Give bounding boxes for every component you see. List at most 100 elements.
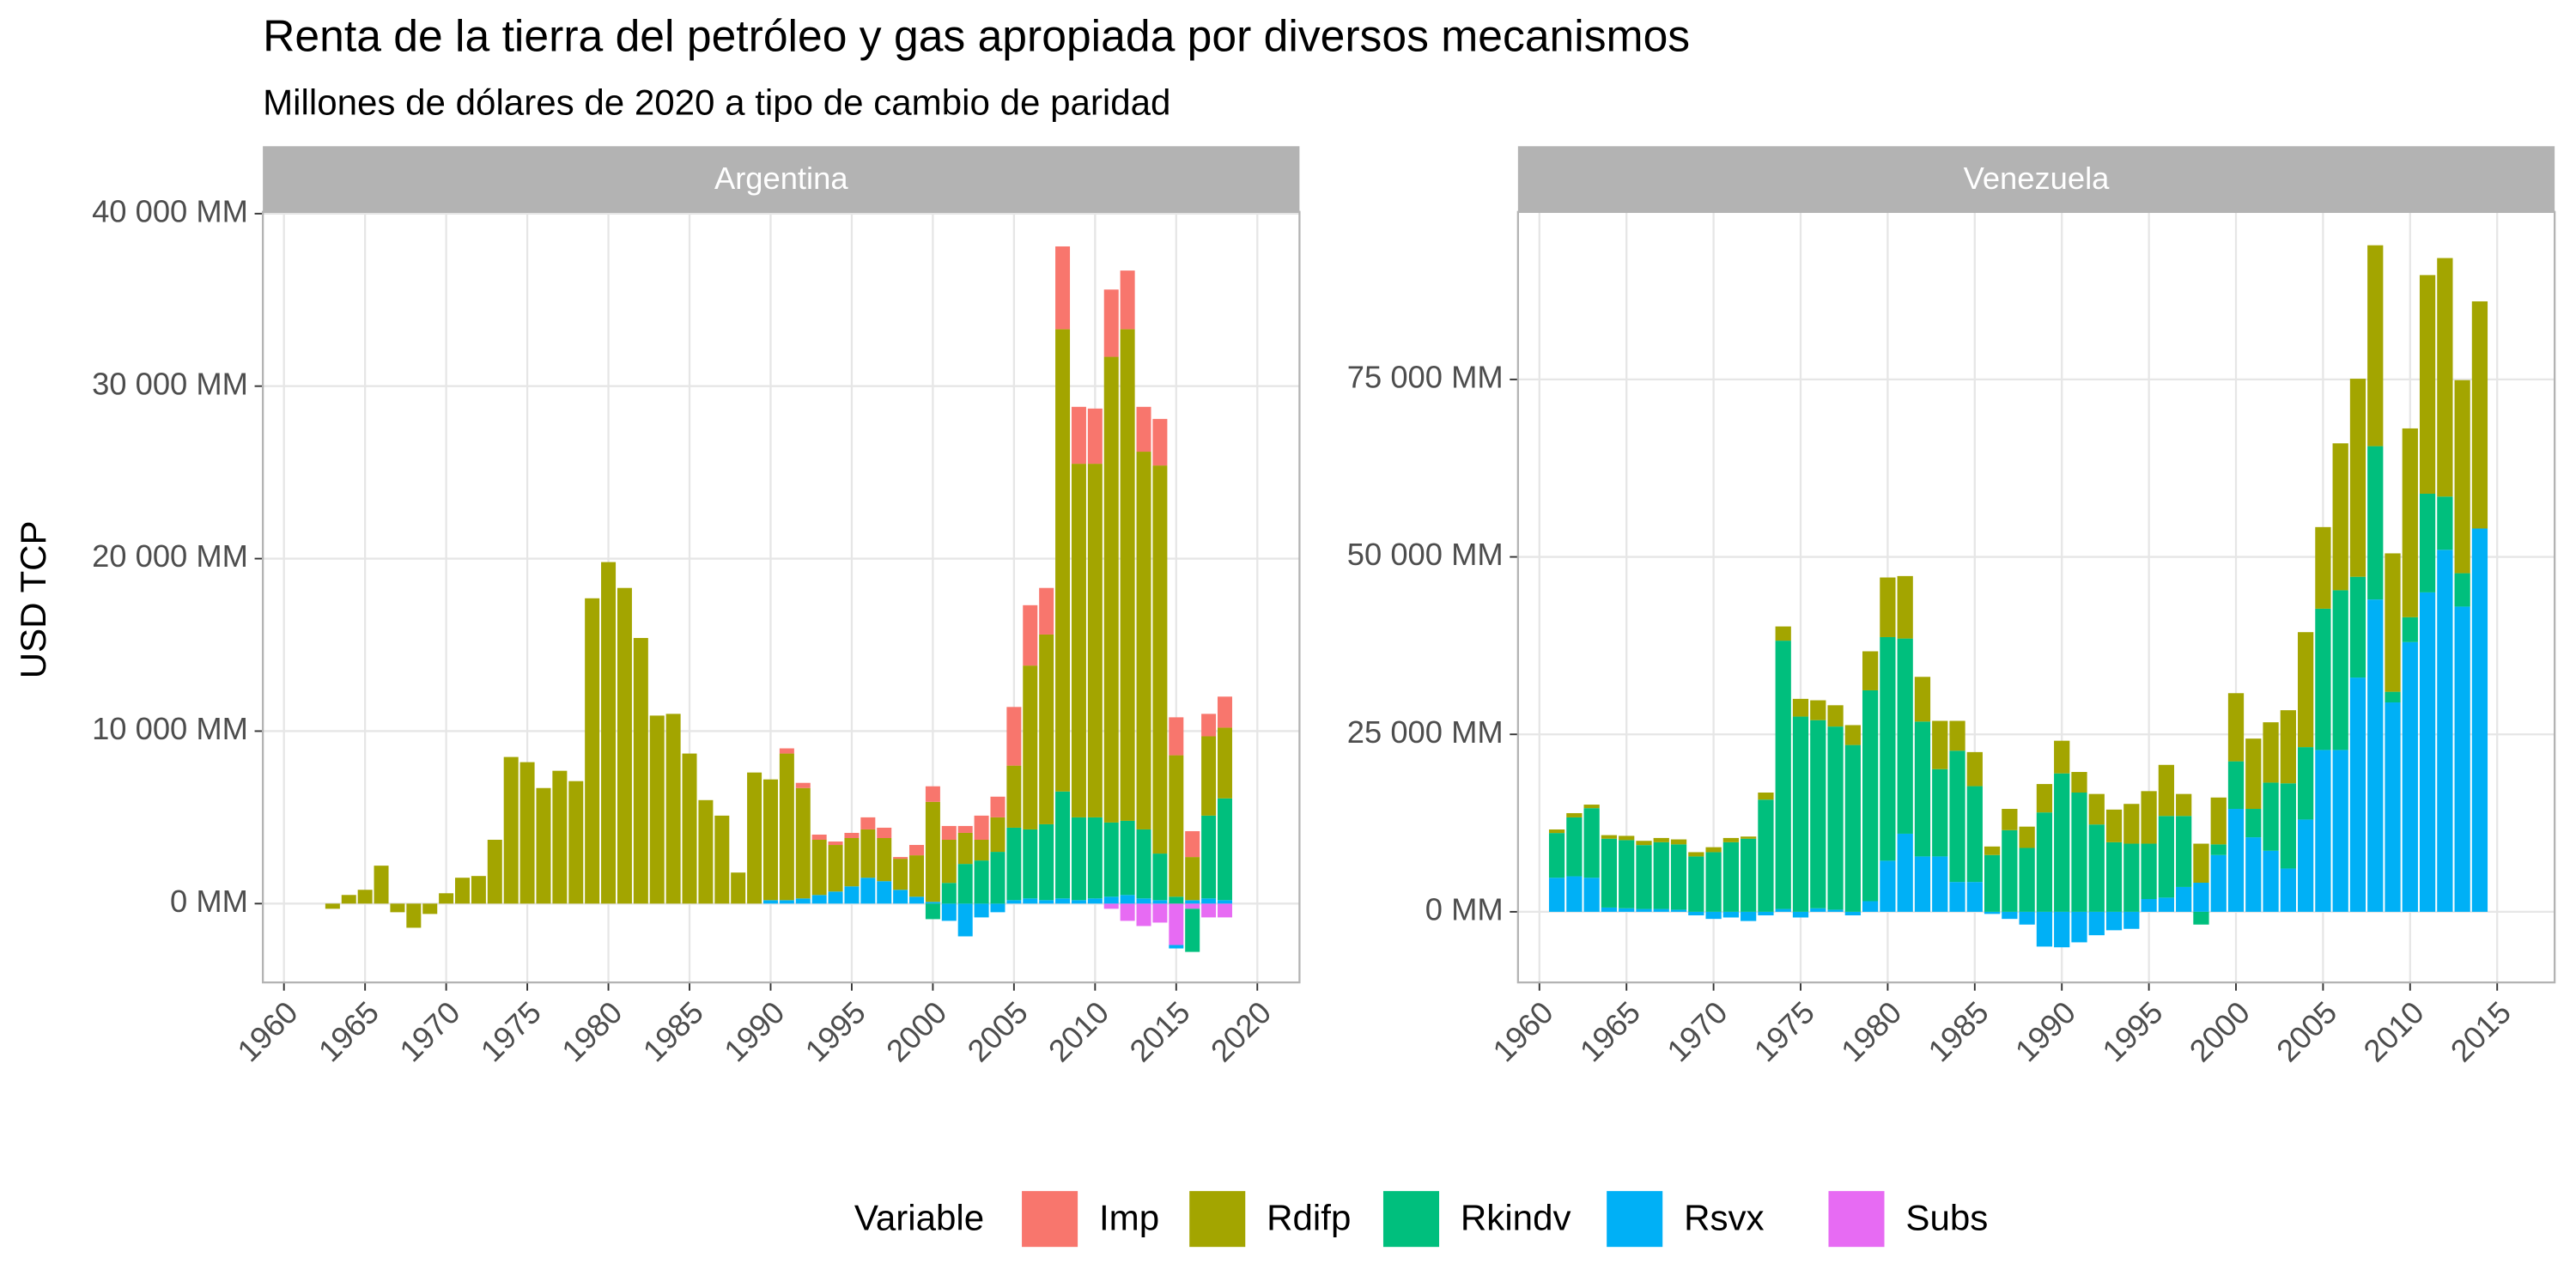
- bar-segment: [1055, 246, 1071, 330]
- bar-segment: [2158, 816, 2175, 898]
- bar-segment: [2280, 710, 2296, 784]
- bar-segment: [1722, 841, 1740, 912]
- bar-segment: [909, 855, 925, 897]
- bar-segment: [2176, 793, 2192, 817]
- bar-segment: [2471, 528, 2488, 912]
- bar-segment: [1103, 903, 1119, 909]
- bar-segment: [1722, 911, 1740, 918]
- bar-segment: [2141, 843, 2157, 900]
- bar-segment: [2158, 897, 2175, 912]
- bar-segment: [974, 815, 989, 841]
- bar-segment: [2088, 793, 2105, 825]
- bar-segment: [2141, 899, 2157, 912]
- bar-segment: [2245, 837, 2262, 912]
- legend-swatch: [1828, 1191, 1885, 1248]
- bar-segment: [1880, 860, 1896, 912]
- bar-segment: [585, 598, 600, 904]
- bar-segment: [1758, 799, 1774, 912]
- bar-segment: [909, 845, 925, 856]
- bar-segment: [2054, 773, 2070, 912]
- y-axis-label: USD TCP: [13, 520, 53, 678]
- facet-strip: [263, 146, 1300, 212]
- bar-segment: [1880, 577, 1896, 637]
- bar-segment: [536, 787, 551, 904]
- bar-segment: [2002, 911, 2018, 920]
- bar-segment: [2263, 850, 2279, 912]
- bar-segment: [1006, 707, 1022, 766]
- bar-segment: [941, 883, 957, 904]
- bar-segment: [2158, 764, 2175, 817]
- facet-label: Argentina: [714, 161, 848, 196]
- bar-segment: [2123, 804, 2140, 844]
- bar-segment: [1636, 841, 1652, 846]
- bar-segment: [1810, 700, 1826, 720]
- bar-segment: [974, 903, 989, 918]
- bar-segment: [1583, 805, 1600, 809]
- bar-segment: [2071, 793, 2087, 912]
- y-tick-label: 50 000 MM: [1347, 537, 1504, 572]
- bar-segment: [1120, 903, 1135, 921]
- bar-segment: [957, 832, 973, 865]
- bar-segment: [2123, 843, 2140, 912]
- bar-segment: [1949, 882, 1965, 912]
- bar-segment: [2123, 911, 2140, 929]
- bar-segment: [1984, 846, 2001, 855]
- bar-segment: [1810, 720, 1826, 908]
- bar-segment: [1039, 900, 1054, 904]
- bar-segment: [957, 864, 973, 904]
- bar-segment: [2315, 526, 2331, 609]
- legend-swatch: [1382, 1191, 1440, 1248]
- bar-segment: [779, 753, 794, 901]
- bar-segment: [1862, 651, 1879, 690]
- bar-segment: [2437, 550, 2453, 912]
- bar-segment: [2402, 641, 2418, 912]
- bar-segment: [860, 878, 876, 904]
- bar-segment: [828, 891, 843, 904]
- bar-segment: [990, 796, 1005, 817]
- bar-segment: [1201, 714, 1217, 737]
- bar-segment: [1201, 898, 1217, 904]
- bar-segment: [2437, 258, 2453, 497]
- bar-segment: [2193, 911, 2209, 925]
- bar-segment: [957, 825, 973, 833]
- bar-segment: [1827, 705, 1844, 727]
- bar-segment: [1169, 945, 1184, 949]
- bar-segment: [1862, 901, 1879, 912]
- bar-segment: [1185, 903, 1200, 909]
- bar-segment: [795, 898, 811, 904]
- y-tick-label: 75 000 MM: [1347, 360, 1504, 395]
- bar-segment: [390, 903, 405, 913]
- bar-segment: [1136, 452, 1151, 829]
- bar-segment: [1103, 356, 1119, 823]
- bar-segment: [909, 896, 925, 904]
- bar-segment: [893, 890, 908, 904]
- bar-segment: [1775, 908, 1791, 912]
- bar-segment: [2193, 882, 2209, 912]
- bar-segment: [1006, 827, 1022, 901]
- bar-segment: [633, 637, 648, 904]
- bar-segment: [2454, 606, 2470, 912]
- bar-segment: [1758, 793, 1774, 800]
- bar-segment: [1741, 911, 1757, 921]
- bar-segment: [1775, 641, 1791, 909]
- bar-segment: [893, 859, 908, 890]
- bar-segment: [1932, 769, 1948, 857]
- bar-segment: [2036, 812, 2053, 912]
- bar-segment: [1862, 690, 1879, 902]
- bar-segment: [1792, 698, 1809, 717]
- legend-swatch: [1189, 1191, 1246, 1248]
- bar-segment: [1775, 626, 1791, 641]
- bar-segment: [1120, 329, 1135, 821]
- bar-segment: [406, 903, 422, 928]
- facet-strip: [1517, 146, 2555, 212]
- bar-segment: [1653, 908, 1669, 912]
- bar-segment: [1636, 908, 1652, 912]
- bar-segment: [1169, 717, 1184, 756]
- bar-segment: [2105, 809, 2123, 842]
- legend-title: Variable: [854, 1198, 984, 1238]
- facet-label: Venezuela: [1964, 161, 2111, 196]
- bar-segment: [1185, 908, 1200, 952]
- bar-segment: [2036, 784, 2053, 813]
- bar-segment: [1619, 908, 1635, 912]
- bar-segment: [1152, 418, 1168, 466]
